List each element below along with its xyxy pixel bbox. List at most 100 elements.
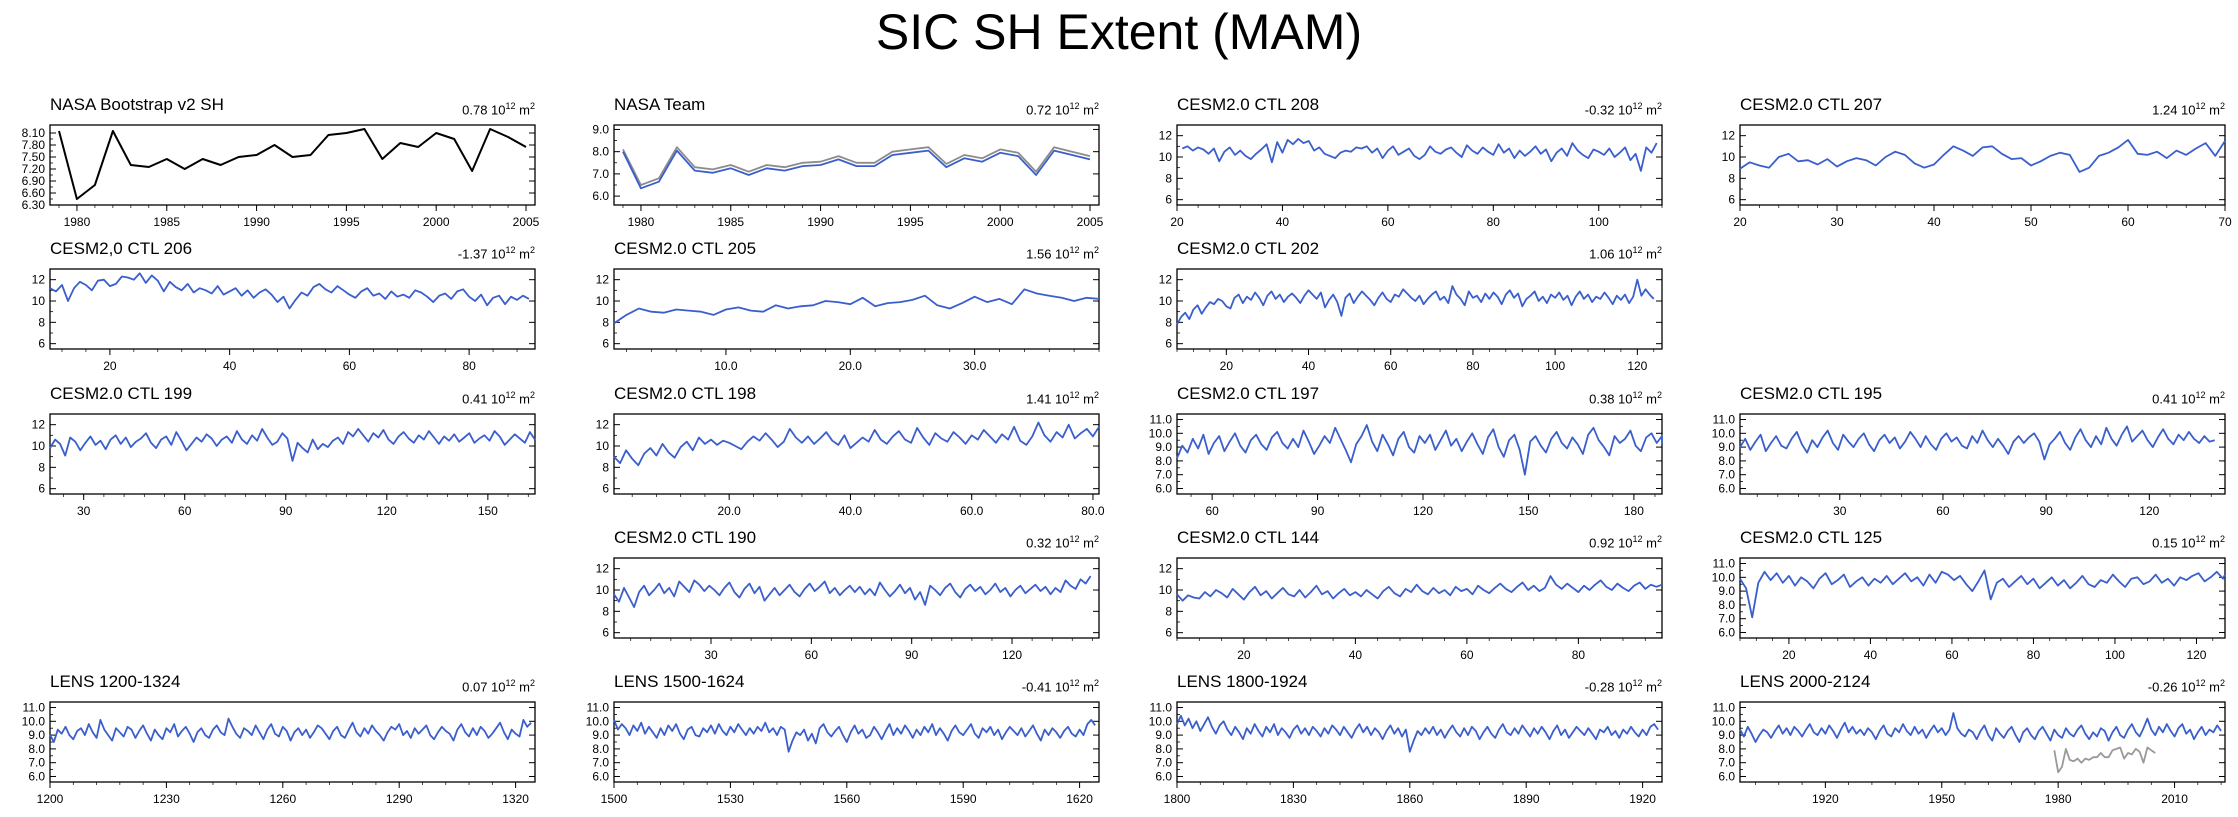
y-tick-label: 12 <box>1159 562 1173 576</box>
trend-unit-square: 2 <box>1656 534 1662 544</box>
x-tick-label: 120 <box>1627 359 1647 373</box>
trend-label: 0.15 1012 m2 <box>2152 530 2225 552</box>
x-tick-label: 40 <box>1276 215 1290 229</box>
y-tick-label: 6.0 <box>28 769 45 783</box>
panel-title: CESM2.0 CTL 198 <box>614 384 757 403</box>
trend-unit-exponent: 12 <box>2195 390 2206 400</box>
x-tick-label: 1500 <box>601 792 628 806</box>
trend-unit-m: m <box>1642 246 1657 262</box>
x-tick-label: 100 <box>2105 648 2125 662</box>
plot-lens-2000: 6.07.08.09.010.011.0 1920 1950 1980 2010 <box>1712 701 2226 806</box>
plot-ctl-195: 6.07.08.09.010.011.0 30 60 90 120 <box>1712 413 2226 518</box>
x-tick-label: 1990 <box>243 215 270 229</box>
panel-title: LENS 1500-1624 <box>614 672 745 691</box>
trend-label: 0.38 1012 m2 <box>1589 386 1662 408</box>
y-tick-label: 6 <box>1165 626 1172 640</box>
trend-unit-exponent: 12 <box>505 245 516 255</box>
y-tick-label: 8.10 <box>22 126 46 140</box>
x-tick-label: 20 <box>1237 648 1251 662</box>
plot-frame <box>1176 268 1663 350</box>
x-tick-label: 30.0 <box>963 359 987 373</box>
y-tick-label: 10.0 <box>586 714 610 728</box>
x-tick-label: 30 <box>1830 215 1844 229</box>
x-tick-label: 80 <box>462 359 476 373</box>
y-tick-label: 6.0 <box>592 189 609 203</box>
y-tick-label: 6 <box>602 482 609 496</box>
x-tick-label: 60 <box>178 504 192 518</box>
x-tick-label: 80.0 <box>1081 504 1105 518</box>
y-tick-label: 6.0 <box>1155 481 1172 495</box>
x-tick-label: 80 <box>1572 648 1586 662</box>
series-line-0 <box>49 272 530 310</box>
trend-unit-base: 10 <box>1051 391 1070 407</box>
trend-unit-m: m <box>1079 679 1094 695</box>
plot-frame <box>613 268 1100 350</box>
x-tick-label: 60 <box>1384 359 1398 373</box>
trend-unit-square: 2 <box>529 245 535 255</box>
trend-unit-square: 2 <box>1656 390 1662 400</box>
y-tick-label: 7.20 <box>22 162 46 176</box>
panel-lens-1800: LENS 1800-1924 -0.28 1012 m2 6.0 7.0 8.0 9.0 1… <box>1149 672 1663 812</box>
x-tick-label: 1980 <box>2045 792 2072 806</box>
panel-title: CESM2.0 CTL 202 <box>1177 239 1320 258</box>
trend-unit-m: m <box>2205 679 2220 695</box>
x-tick-label: 120 <box>1413 504 1433 518</box>
plot-frame <box>613 701 1100 783</box>
trend-label: -0.32 1012 m2 <box>1585 97 1662 119</box>
y-tick-label: 10 <box>1159 150 1173 164</box>
plot-frame <box>1739 413 2226 495</box>
panel-title: CESM2.0 CTL 207 <box>1740 95 1883 114</box>
y-tick-label: 10 <box>596 583 610 597</box>
y-tick-label: 8 <box>602 315 609 329</box>
trend-value: -0.32 <box>1584 102 1615 118</box>
trend-unit-base: 10 <box>2177 679 2196 695</box>
x-tick-label: 20 <box>1733 215 1747 229</box>
y-tick-label: 7.0 <box>1155 756 1172 770</box>
y-tick-label: 8.0 <box>1718 598 1735 612</box>
x-tick-label: 1985 <box>153 215 180 229</box>
trend-unit-base: 10 <box>487 679 506 695</box>
y-tick-label: 12 <box>596 273 610 287</box>
y-tick-label: 7.0 <box>1718 468 1735 482</box>
y-tick-label: 6.90 <box>22 174 46 188</box>
x-tick-label: 1260 <box>269 792 296 806</box>
trend-value: 0.72 <box>1026 102 1052 118</box>
panel-title: CESM2.0 CTL 195 <box>1740 384 1883 403</box>
y-tick-label: 9.0 <box>1155 728 1172 742</box>
y-tick-label: 8.0 <box>592 145 609 159</box>
trend-unit-square: 2 <box>1093 101 1099 111</box>
x-tick-label: 40 <box>223 359 237 373</box>
panel-ctl-207: CESM2.0 CTL 207 1.24 1012 m2 6 8 10 12 20 30 40 5… <box>1722 95 2232 235</box>
panel-ctl-205: CESM2.0 CTL 205 1.56 1012 m2 6 8 10 12 10.0 20.… <box>596 239 1100 379</box>
trend-unit-square: 2 <box>529 101 535 111</box>
y-tick-label: 12 <box>1159 129 1173 143</box>
panel-title: CESM2,0 CTL 206 <box>50 239 193 258</box>
x-tick-label: 2005 <box>513 215 540 229</box>
trend-unit-base: 10 <box>1051 679 1070 695</box>
y-tick-label: 10 <box>32 439 46 453</box>
series-line-0 <box>1739 712 2222 743</box>
y-tick-label: 10 <box>596 439 610 453</box>
series-line-0 <box>1176 714 1659 753</box>
trend-unit-base: 10 <box>1614 535 1633 551</box>
panel-ctl-206: CESM2,0 CTL 206 -1.37 1012 m2 6 8 10 12 20 40 60… <box>32 239 536 379</box>
series-line-0 <box>613 421 1100 467</box>
x-tick-label: 40.0 <box>839 504 863 518</box>
trend-label: 0.92 1012 m2 <box>1589 530 1662 552</box>
series-line-0 <box>613 719 1096 753</box>
trend-label: -0.28 1012 m2 <box>1585 674 1662 696</box>
panel-ctl-199: CESM2.0 CTL 199 0.41 1012 m2 6 8 10 12 30 60 90 1… <box>32 384 536 524</box>
x-tick-label: 2000 <box>423 215 450 229</box>
y-tick-label: 10.0 <box>1149 426 1173 440</box>
y-tick-label: 9.0 <box>1155 440 1172 454</box>
y-tick-label: 12 <box>596 418 610 432</box>
trend-unit-exponent: 12 <box>1069 101 1080 111</box>
x-tick-label: 30 <box>1833 504 1847 518</box>
y-tick-label: 7.0 <box>1718 612 1735 626</box>
panel-title: CESM2.0 CTL 208 <box>1177 95 1320 114</box>
x-tick-label: 1590 <box>950 792 977 806</box>
y-tick-label: 8.0 <box>592 742 609 756</box>
trend-label: 0.07 1012 m2 <box>462 674 535 696</box>
trend-unit-m: m <box>2205 391 2220 407</box>
